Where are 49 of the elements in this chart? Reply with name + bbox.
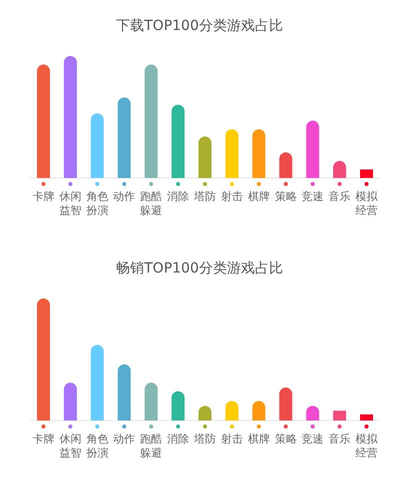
bar xyxy=(360,414,374,420)
bar xyxy=(306,120,320,178)
x-tick-label: 棋牌 xyxy=(248,190,270,203)
bar xyxy=(144,64,158,178)
x-tick-label: 策略 xyxy=(274,432,297,446)
x-tick-label: 跑酷躲避 xyxy=(140,190,162,217)
bar xyxy=(333,410,346,420)
x-tick-label: 卡牌 xyxy=(32,432,54,446)
x-tick-label: 塔防 xyxy=(193,432,216,446)
bar xyxy=(279,152,292,178)
x-tick-label: 模拟经营 xyxy=(356,432,379,460)
bar xyxy=(225,129,238,178)
chart-title: 下载TOP100分类游戏占比 xyxy=(116,18,283,34)
x-tick-label: 角色扮演 xyxy=(85,190,108,217)
bar xyxy=(198,136,212,178)
x-tick-label: 休闲益智 xyxy=(59,190,82,217)
bar xyxy=(118,364,131,420)
bar xyxy=(144,382,158,420)
bar xyxy=(64,382,77,420)
x-tick-label: 动作 xyxy=(113,432,136,446)
x-tick-label: 竞速 xyxy=(302,432,324,446)
x-tick-label: 音乐 xyxy=(328,190,351,203)
bar xyxy=(64,56,77,178)
x-tick-label: 棋牌 xyxy=(248,432,270,446)
bar xyxy=(172,104,185,178)
bar xyxy=(360,169,374,178)
x-tick-label: 动作 xyxy=(113,190,136,203)
x-tick-label: 消除 xyxy=(167,432,190,446)
x-tick-label: 音乐 xyxy=(328,432,351,446)
x-tick-label: 休闲益智 xyxy=(59,432,82,460)
x-tick-label: 消除 xyxy=(167,190,190,203)
x-tick-label: 射击 xyxy=(220,190,243,203)
x-tick-label: 竞速 xyxy=(302,190,324,203)
x-tick-label: 模拟经营 xyxy=(356,190,379,217)
x-tick-label: 塔防 xyxy=(193,190,216,203)
x-tick-label: 卡牌 xyxy=(32,190,54,203)
bar xyxy=(36,298,50,420)
x-tick-label: 策略 xyxy=(274,190,297,203)
bar xyxy=(172,391,185,420)
bar xyxy=(90,344,104,420)
bar xyxy=(252,129,266,178)
x-tick-label: 射击 xyxy=(220,432,243,446)
x-tick-label: 角色扮演 xyxy=(85,432,108,460)
bar xyxy=(118,97,131,178)
bar xyxy=(279,388,292,420)
x-tick-label: 跑酷躲避 xyxy=(140,432,162,460)
bar xyxy=(36,64,50,178)
bar xyxy=(90,113,104,178)
chart-title: 畅销TOP100分类游戏占比 xyxy=(116,260,283,276)
